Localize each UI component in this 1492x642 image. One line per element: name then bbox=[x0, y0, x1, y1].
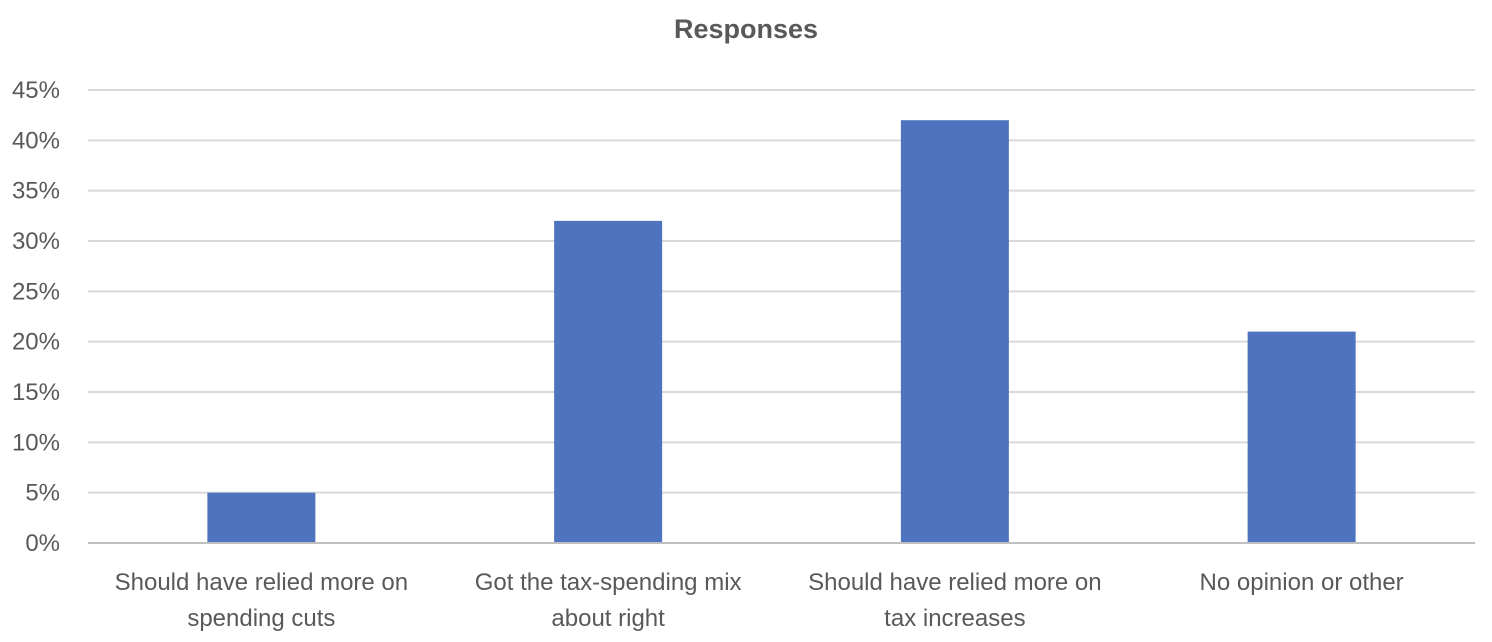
y-tick-label: 10% bbox=[12, 429, 60, 456]
bar bbox=[554, 220, 663, 543]
bars bbox=[207, 120, 1356, 543]
x-tick-label: about right bbox=[551, 605, 665, 632]
gridlines bbox=[88, 89, 1475, 494]
y-tick-label: 25% bbox=[12, 278, 60, 305]
bar bbox=[1247, 331, 1356, 543]
y-tick-label: 0% bbox=[25, 530, 60, 557]
y-tick-label: 35% bbox=[12, 178, 60, 205]
x-tick-label: spending cuts bbox=[187, 605, 335, 632]
x-tick-label: tax increases bbox=[884, 605, 1025, 632]
x-tick-label: No opinion or other bbox=[1200, 569, 1404, 596]
y-tick-label: 5% bbox=[25, 480, 60, 507]
x-tick-label: Should have relied more on bbox=[808, 569, 1102, 596]
chart-title: Responses bbox=[673, 14, 819, 44]
y-tick-label: 15% bbox=[12, 379, 60, 406]
y-tick-label: 20% bbox=[12, 329, 60, 356]
bar bbox=[207, 492, 316, 543]
y-tick-labels: 0% 5% 10% 15% 20% 25% 30% 35% 40% 45% bbox=[12, 77, 60, 557]
bar bbox=[900, 120, 1009, 543]
y-tick-label: 40% bbox=[12, 127, 60, 154]
x-tick-labels: Should have relied more on spending cuts G… bbox=[115, 569, 1404, 632]
x-tick-label: Got the tax-spending mix bbox=[475, 569, 742, 596]
x-tick-label: Should have relied more on bbox=[115, 569, 409, 596]
y-tick-label: 30% bbox=[12, 228, 60, 255]
y-tick-label: 45% bbox=[12, 77, 60, 104]
